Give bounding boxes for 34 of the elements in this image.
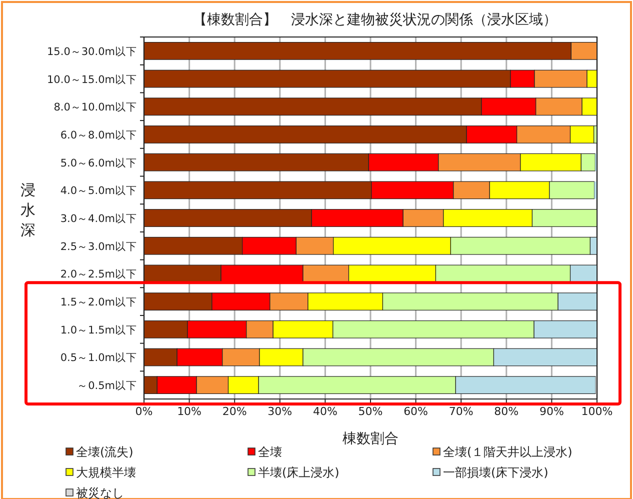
x-tick-label: 90% — [539, 405, 564, 418]
y-tick-label: 15.0～30.0m以下 — [47, 44, 137, 58]
y-tick-label: 2.5～3.0m以下 — [60, 240, 137, 253]
y-tick-label: 4.0～5.0m以下 — [60, 184, 137, 198]
legend-label: 全壊(流失) — [76, 445, 134, 459]
y-tick-label: 3.0～4.0m以下 — [60, 212, 137, 225]
y-tick-label: 2.0～2.5m以下 — [60, 268, 137, 281]
x-tick-label: 20% — [222, 405, 247, 418]
x-tick-label: 10% — [177, 405, 202, 418]
y-tick-label: 1.5～2.0m以下 — [60, 296, 137, 309]
x-tick-label: 100% — [581, 405, 613, 418]
x-tick-label: 50% — [358, 405, 383, 418]
legend-label: 半壊(床上浸水) — [258, 466, 340, 480]
y-tick-label: 5.0～6.0m以下 — [60, 156, 137, 170]
x-tick-label: 80% — [494, 405, 519, 418]
legend-label: 大規模半壊 — [76, 466, 136, 480]
x-tick-label: 30% — [268, 405, 292, 418]
y-axis-title: 浸水深 — [20, 181, 36, 239]
x-axis-title: 棟数割合 — [342, 431, 398, 447]
y-tick-label: 6.0～8.0m以下 — [60, 128, 137, 142]
legend-label: 一部損壊(床下浸水) — [443, 466, 548, 480]
x-tick-label: 0% — [135, 405, 153, 418]
y-tick-label: 8.0～10.0m以下 — [54, 100, 137, 114]
legend-label: 被災なし — [76, 486, 124, 499]
x-tick-label: 60% — [404, 405, 428, 418]
legend-label: 全壊 — [258, 445, 282, 459]
y-tick-label: 1.0～1.5m以下 — [60, 323, 137, 336]
y-tick-label: ～0.5m以下 — [77, 379, 137, 392]
y-tick-label: 0.5～1.0m以下 — [60, 351, 137, 364]
chart-title: 【棟数割合】 浸水深と建物被災状況の関係（浸水区域） — [193, 12, 557, 28]
y-tick-label: 10.0～15.0m以下 — [47, 72, 137, 86]
x-tick-label: 40% — [312, 405, 338, 418]
legend-label: 全壊(１階天井以上浸水) — [443, 445, 572, 459]
x-tick-label: 70% — [448, 405, 474, 418]
